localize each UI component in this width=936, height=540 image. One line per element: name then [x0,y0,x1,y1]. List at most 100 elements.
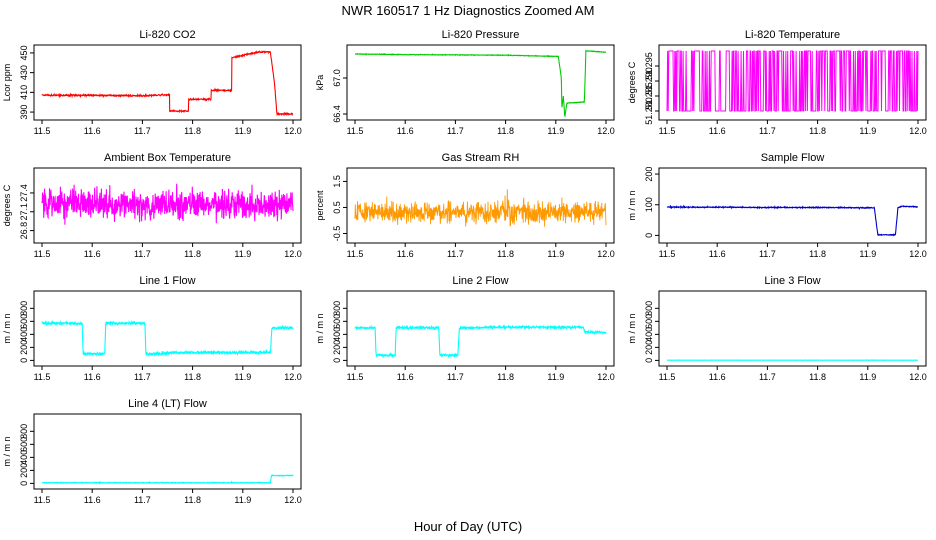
x-tick-label: 11.6 [709,126,726,136]
x-tick-label: 11.6 [84,372,101,382]
x-tick-label: 12.0 [284,249,302,259]
chart-panel: Line 2 Flow 11.5 11.6 11.7 11.8 11.9 12.0 0 2004… [315,275,615,382]
x-tick-label: 11.7 [447,249,464,259]
x-tick-label: 11.7 [134,249,151,259]
panel-title: Ambient Box Temperature [104,152,231,164]
x-tick-label: 11.6 [84,126,101,136]
y-axis-label: m / m n [315,313,325,343]
x-tick-label: 12.0 [284,495,302,505]
x-tick-label: 11.7 [134,495,151,505]
panel-title: Li-820 Pressure [442,29,520,41]
x-tick-label: 11.7 [759,249,776,259]
y-tick-label: 0 [644,358,654,363]
x-tick-label: 11.5 [659,372,676,382]
x-tick-label: 11.7 [447,126,464,136]
series-group [666,204,919,237]
y-tick-label: 400 [644,327,654,342]
y-tick-label: 51.290 [644,67,654,95]
panel-title: Line 2 Flow [452,275,508,287]
y-tick-label: 200 [19,463,29,478]
x-tick-label: 11.7 [759,372,776,382]
figure-x-label: Hour of Day (UTC) [414,519,522,534]
y-tick-label: 51.280 [644,97,654,125]
x-tick-label: 11.7 [759,126,776,136]
y-tick-label: 200 [332,340,342,355]
y-tick-label: 800 [19,301,29,316]
y-tick-label: 400 [19,327,29,342]
chart-panel: Li-820 Temperature 11.5 11.6 11.7 11.8 11.9 12… [627,29,927,136]
x-tick-label: 11.7 [134,372,151,382]
y-tick-label: 0 [332,358,342,363]
panel-title: Sample Flow [761,152,825,164]
x-tick-label: 11.6 [709,372,726,382]
x-tick-label: 11.6 [84,495,101,505]
x-tick-label: 11.8 [184,126,201,136]
x-tick-label: 11.9 [547,249,564,259]
plot-box [33,413,302,490]
x-tick-label: 11.5 [659,126,676,136]
y-tick-label: 51.295 [644,52,654,80]
x-tick-label: 11.8 [809,126,826,136]
panel-title: Line 3 Flow [764,275,820,287]
x-tick-label: 11.9 [234,249,251,259]
x-tick-label: 11.6 [84,249,101,259]
x-tick-label: 11.8 [184,249,201,259]
chart-panel: Li-820 CO2 11.5 11.6 11.7 11.8 11.9 12.0 390 410… [2,29,302,136]
series-group [666,50,919,112]
y-tick-label: 600 [19,314,29,329]
series-group [354,189,607,227]
series-line [354,324,607,359]
chart-panel: Line 3 Flow 11.5 11.6 11.7 11.8 11.9 12.0 0 2004… [627,275,927,382]
x-tick-label: 11.7 [447,372,464,382]
x-tick-label: 12.0 [909,126,927,136]
panel-title: Line 4 (LT) Flow [128,398,207,410]
x-tick-label: 11.9 [859,372,876,382]
chart-panel: Line 1 Flow 11.5 11.6 11.7 11.8 11.9 12.0 0 2004… [2,275,302,382]
y-axis-label: m / m n [2,313,12,343]
chart-panel: Ambient Box Temperature 11.5 11.6 11.7 11.8 1… [2,152,302,259]
panels: Li-820 CO2 11.5 11.6 11.7 11.8 11.9 12.0 390 410… [2,29,927,505]
x-tick-label: 11.8 [497,249,514,259]
series-line [666,204,919,237]
x-tick-label: 11.5 [347,126,364,136]
x-tick-label: 12.0 [597,126,615,136]
y-tick-label: 100 [644,197,654,212]
y-axis-label: m / m n [627,313,637,343]
chart-panel: Line 4 (LT) Flow 11.5 11.6 11.7 11.8 11.9 12.0… [2,398,302,505]
y-tick-label: 430 [19,65,29,80]
y-tick-label: 400 [332,327,342,342]
plot-box [658,167,927,244]
y-tick-label: 600 [644,314,654,329]
plot-box [33,290,302,367]
plot-box [658,44,927,121]
x-tick-label: 11.5 [659,249,676,259]
plot-box [346,44,615,121]
y-tick-label: 800 [644,301,654,316]
x-tick-label: 11.8 [184,495,201,505]
y-axis-label: percent [315,190,325,221]
y-axis-label: degrees C [2,184,12,226]
panel-title: Li-820 CO2 [139,29,195,41]
y-tick-label: 410 [19,85,29,100]
y-axis-label: kPa [315,75,325,91]
chart-panel: Sample Flow 11.5 11.6 11.7 11.8 11.9 12.0 0 100 2… [627,152,927,259]
y-tick-label: 800 [332,301,342,316]
x-tick-label: 11.6 [709,249,726,259]
series-line [41,319,294,357]
x-tick-label: 11.8 [497,372,514,382]
y-tick-label: 0 [19,481,29,486]
y-axis-label: Lcor ppm [2,64,12,102]
y-tick-label: -0.5 [332,226,342,242]
x-tick-label: 11.9 [547,126,564,136]
y-tick-label: 200 [644,340,654,355]
plot-box [658,290,927,367]
x-tick-label: 11.5 [347,372,364,382]
y-tick-label: 390 [19,105,29,120]
x-tick-label: 12.0 [909,249,927,259]
x-tick-label: 11.8 [809,372,826,382]
y-axis-label: degrees C [627,61,637,103]
x-tick-label: 11.5 [34,495,51,505]
y-axis-label: m / m n [2,436,12,466]
